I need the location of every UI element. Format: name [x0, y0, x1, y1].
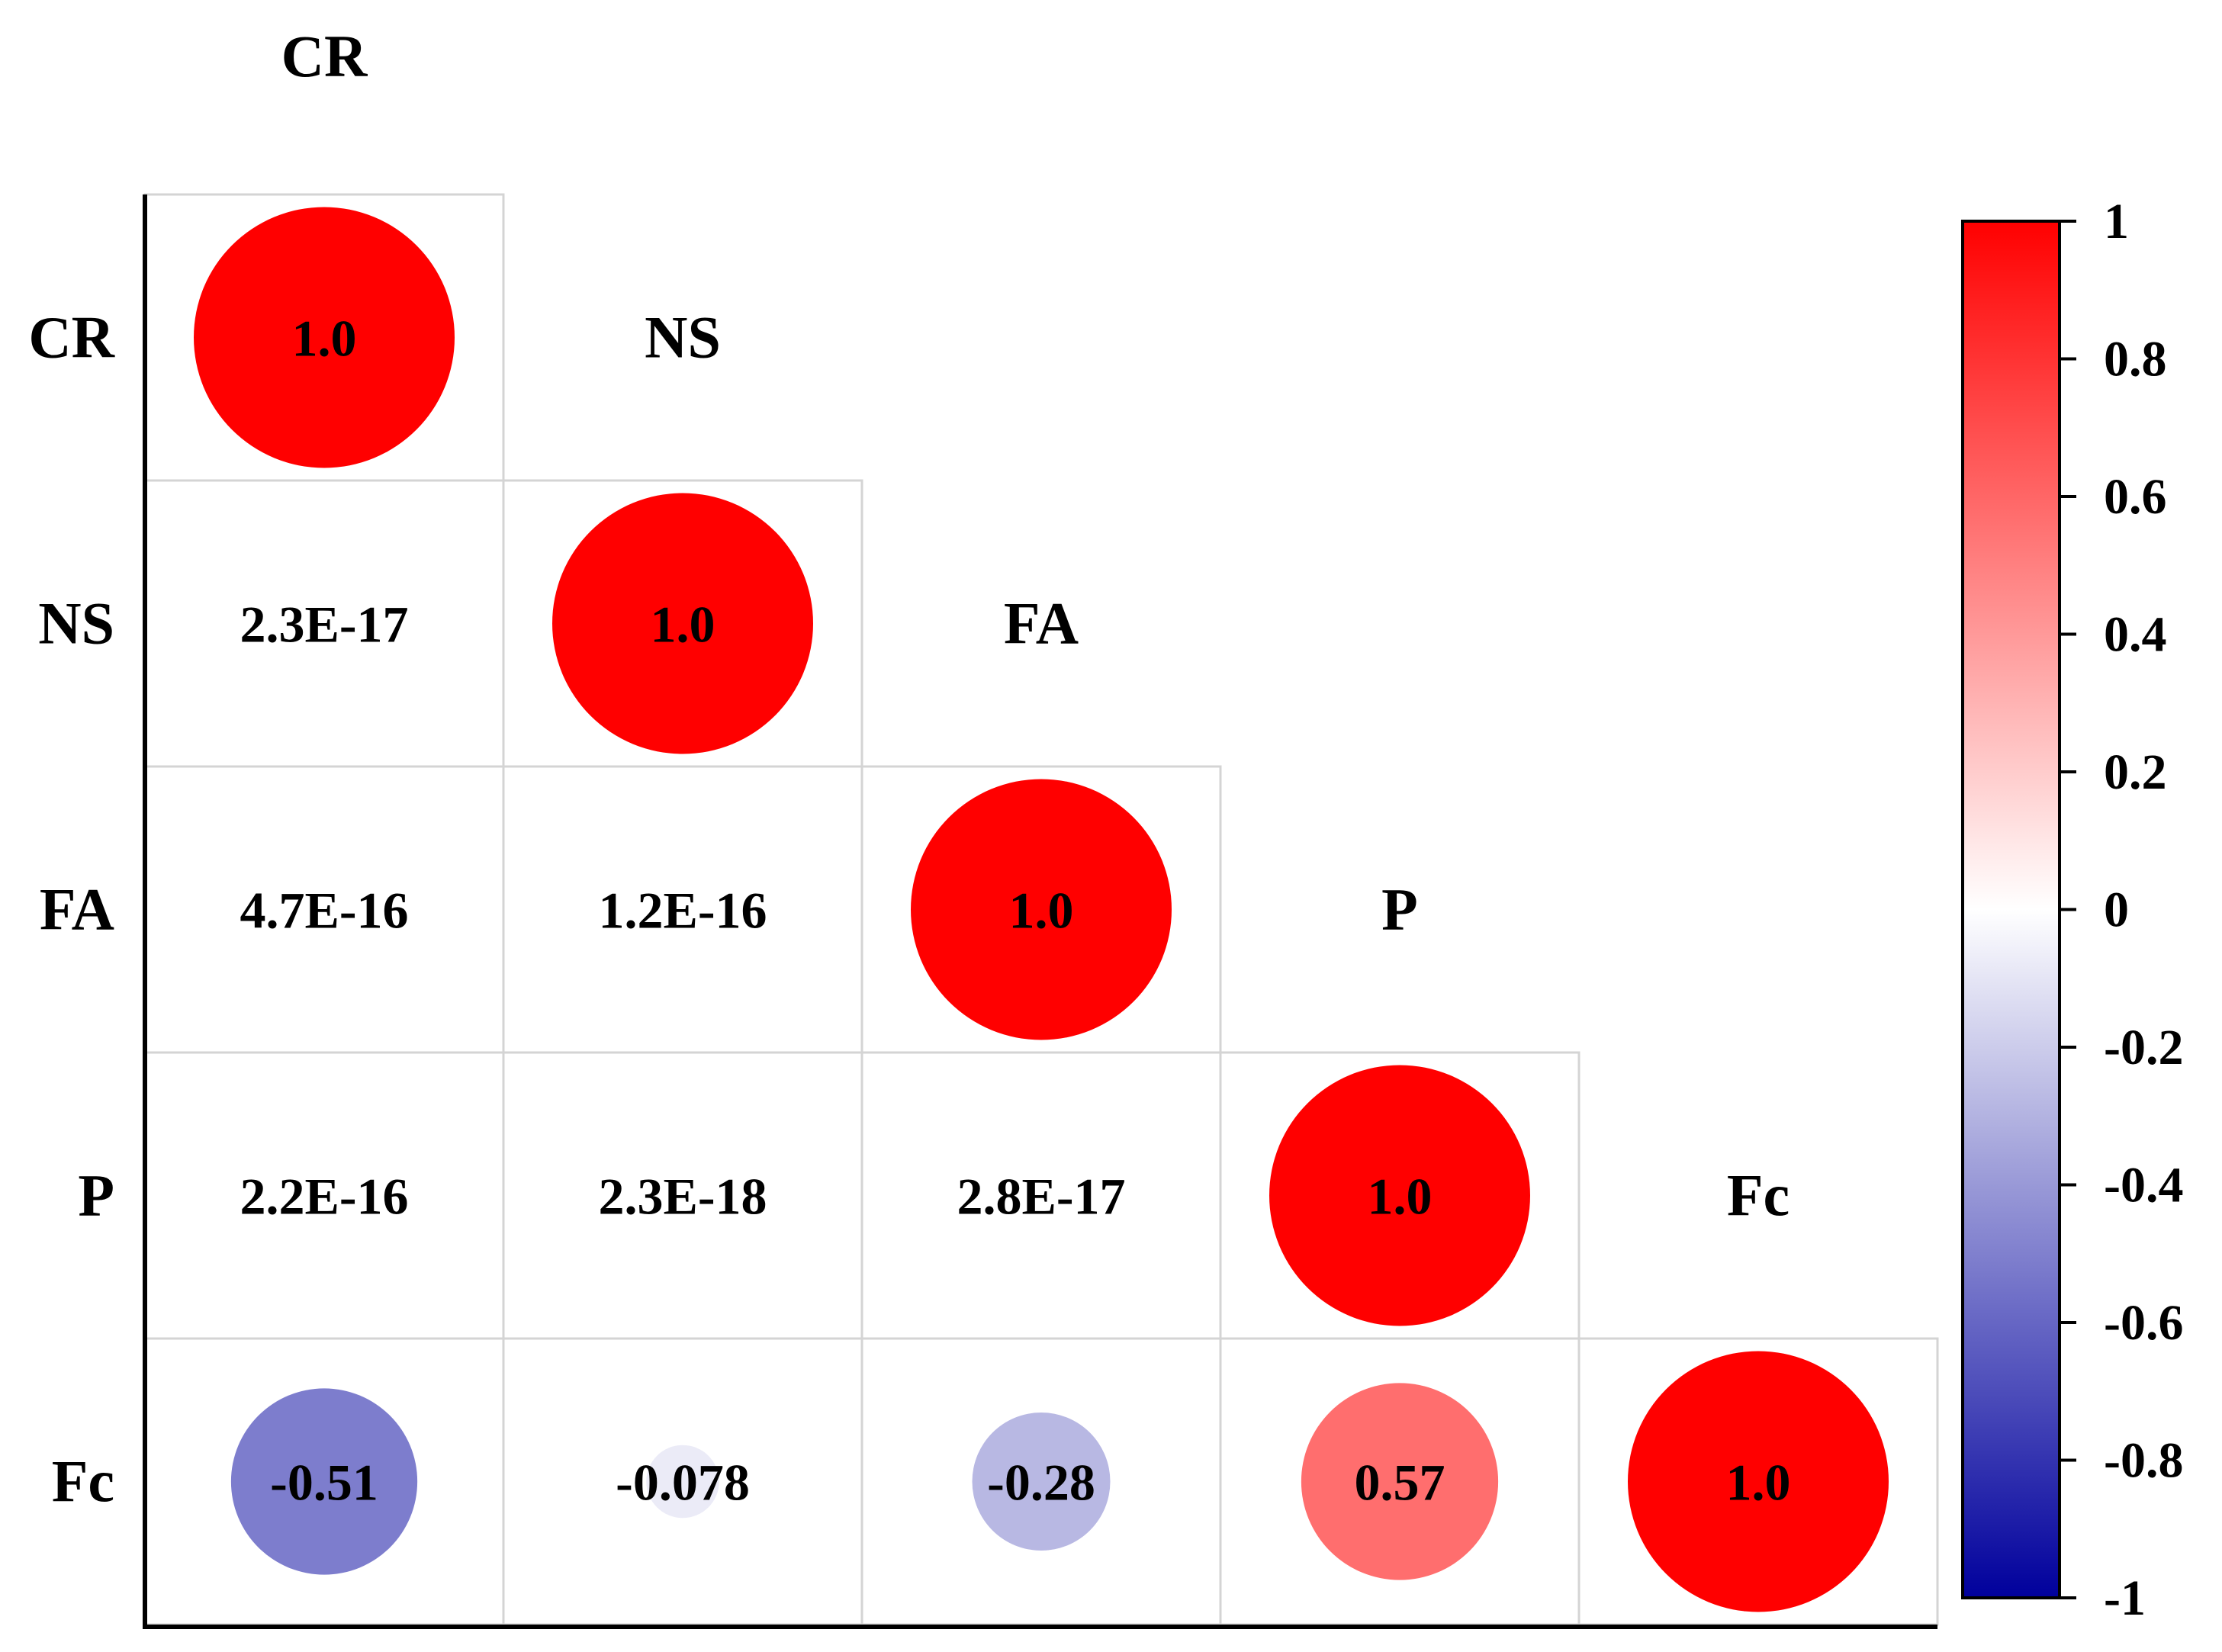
- circle-ns-ns: [552, 493, 813, 754]
- matrix-marks: 1.0 2.3E-17 1.0 4.7E-16 1.2E-16 1.0 2.2E-16 2.3…: [194, 207, 1889, 1612]
- colorbar-tick-label: -0.2: [2104, 1020, 2183, 1075]
- value-cr-cr: 1.0: [292, 310, 357, 368]
- value-fc-p: 0.57: [1355, 1454, 1445, 1512]
- matrix-axes: [143, 194, 1937, 1629]
- top-label-cr: CR: [281, 23, 368, 89]
- row-label-p: P: [78, 1162, 114, 1229]
- value-fc-cr: -0.51: [270, 1454, 378, 1512]
- colorbar-tick-label: 0.2: [2104, 744, 2167, 800]
- colorbar-rect: [1961, 220, 2061, 1599]
- value-p-ns: 2.3E-18: [599, 1168, 767, 1226]
- variable-labels: CR CR NS NS FA FA P P Fc Fc: [28, 23, 1789, 1515]
- colorbar-tick-label: -0.4: [2104, 1158, 2183, 1213]
- circle-p-p: [1269, 1065, 1530, 1326]
- colorbar-tick-label: -1: [2104, 1570, 2146, 1626]
- diag-label-p: P: [1381, 876, 1418, 943]
- value-ns-cr: 2.3E-17: [240, 596, 409, 654]
- value-fa-ns: 1.2E-16: [599, 882, 767, 940]
- circle-cr-cr: [194, 207, 455, 468]
- value-p-fa: 2.8E-17: [957, 1168, 1126, 1226]
- colorbar-tick-label: 0.4: [2104, 607, 2167, 663]
- colorbar-tick-label: 0.8: [2104, 332, 2167, 387]
- colorbar-tick-label: -0.8: [2104, 1433, 2183, 1489]
- value-fc-fc: 1.0: [1726, 1454, 1791, 1512]
- colorbar-tick-label: 1: [2104, 194, 2129, 249]
- circle-fc-fa: [972, 1413, 1111, 1551]
- circle-fa-fa: [911, 779, 1172, 1040]
- circle-fc-cr: [230, 1388, 418, 1575]
- diag-label-ns: NS: [645, 304, 721, 371]
- diag-label-fc: Fc: [1727, 1162, 1789, 1229]
- colorbar-tick-label: -0.6: [2104, 1295, 2183, 1351]
- row-label-fc: Fc: [52, 1448, 114, 1515]
- value-fa-fa: 1.0: [1009, 882, 1074, 940]
- value-ns-ns: 1.0: [651, 596, 715, 654]
- diag-label-fa: FA: [1004, 590, 1079, 657]
- row-label-cr: CR: [28, 304, 115, 371]
- colorbar-tick-label: 0.6: [2104, 469, 2167, 525]
- value-fa-cr: 4.7E-16: [240, 882, 409, 940]
- colorbar: 1 0.8 0.6 0.4 0.2 0 -0.2 -0.4 -0.6 -0.8 -1: [1961, 194, 2183, 1626]
- circle-fc-ns: [646, 1445, 719, 1519]
- colorbar-tick-label: 0: [2104, 882, 2129, 938]
- value-fc-ns: -0.078: [616, 1454, 750, 1512]
- value-fc-fa: -0.28: [987, 1454, 1095, 1512]
- value-p-p: 1.0: [1368, 1168, 1433, 1226]
- circle-fc-p: [1301, 1383, 1499, 1580]
- value-p-cr: 2.2E-16: [240, 1168, 409, 1226]
- row-label-fa: FA: [40, 876, 114, 943]
- circle-fc-fc: [1628, 1351, 1889, 1612]
- row-label-ns: NS: [38, 590, 114, 657]
